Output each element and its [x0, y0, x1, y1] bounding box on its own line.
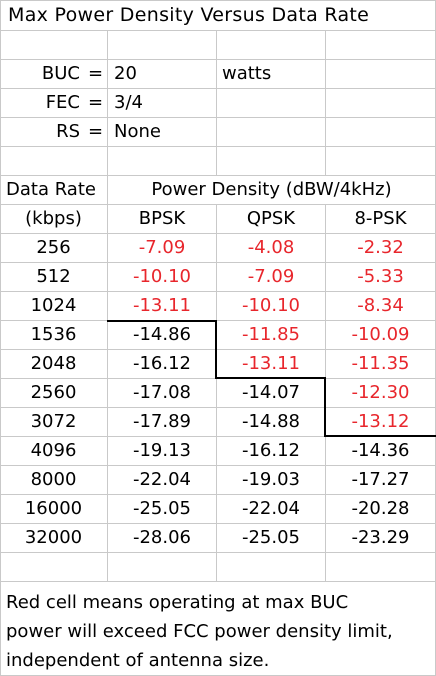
footnote-line: Red cell means operating at max BUC: [6, 592, 349, 613]
grid-line: [0, 465, 436, 466]
grid-line: [0, 523, 436, 524]
boundary-line: [107, 320, 217, 322]
cell-data-rate: 2560: [30, 382, 77, 403]
cell-bpsk: -7.09: [138, 237, 186, 258]
header-qpsk: QPSK: [246, 208, 296, 229]
cell-data-rate: 512: [36, 266, 71, 287]
param-value: 3/4: [114, 92, 143, 113]
param-equals: =: [88, 92, 104, 113]
boundary-line: [324, 435, 436, 437]
cell-qpsk: -10.10: [241, 295, 301, 316]
grid-line: [0, 552, 436, 553]
grid-line: [0, 262, 436, 263]
cell-8psk: -5.33: [357, 266, 404, 287]
grid-line: [0, 0, 1, 676]
cell-8psk: -17.27: [351, 469, 410, 490]
grid-line: [216, 204, 217, 581]
param-key: FEC: [45, 92, 80, 113]
cell-8psk: -12.30: [351, 382, 410, 403]
footnote-line: power will exceed FCC power density limi…: [6, 621, 393, 642]
grid-line: [0, 88, 436, 89]
cell-qpsk: -13.11: [241, 353, 301, 374]
grid-line: [0, 494, 436, 495]
param-unit: watts: [222, 63, 272, 84]
cell-data-rate: 32000: [24, 527, 83, 548]
cell-qpsk: -4.08: [247, 237, 295, 258]
footnote-line: independent of antenna size.: [6, 650, 270, 671]
cell-data-rate: 16000: [24, 498, 83, 519]
boundary-line: [324, 377, 326, 437]
cell-bpsk: -14.86: [132, 324, 192, 345]
cell-bpsk: -22.04: [132, 469, 192, 490]
cell-qpsk: -14.88: [241, 411, 301, 432]
cell-qpsk: -22.04: [241, 498, 301, 519]
cell-bpsk: -17.89: [132, 411, 192, 432]
param-value: 20: [114, 63, 137, 84]
cell-qpsk: -25.05: [241, 527, 301, 548]
cell-8psk: -23.29: [351, 527, 410, 548]
grid-line: [107, 30, 108, 581]
grid-line: [0, 436, 436, 437]
boundary-line: [215, 377, 326, 379]
cell-8psk: -11.35: [351, 353, 410, 374]
cell-8psk: -2.32: [357, 237, 404, 258]
cell-qpsk: -19.03: [241, 469, 301, 490]
grid-line: [216, 30, 217, 175]
boundary-line: [215, 320, 217, 379]
param-value: None: [114, 121, 161, 142]
cell-qpsk: -11.85: [241, 324, 301, 345]
grid-line: [0, 320, 436, 321]
cell-8psk: -20.28: [351, 498, 410, 519]
grid-line: [0, 117, 436, 118]
param-equals: =: [88, 63, 104, 84]
cell-8psk: -14.36: [351, 440, 410, 461]
cell-bpsk: -16.12: [132, 353, 192, 374]
grid-line: [325, 30, 326, 175]
grid-line: [0, 59, 436, 60]
cell-bpsk: -25.05: [132, 498, 192, 519]
grid-line: [0, 349, 436, 350]
grid-line: [0, 407, 436, 408]
cell-data-rate: 4096: [30, 440, 77, 461]
grid-line: [0, 30, 436, 31]
grid-line: [0, 581, 436, 582]
cell-bpsk: -28.06: [132, 527, 192, 548]
cell-bpsk: -19.13: [132, 440, 192, 461]
cell-bpsk: -10.10: [132, 266, 192, 287]
header-power-density: Power Density (dBW/4kHz): [151, 179, 392, 200]
cell-data-rate: 1024: [30, 295, 77, 316]
header-data-rate: Data Rate: [6, 179, 96, 200]
header-8psk: 8-PSK: [354, 208, 407, 229]
cell-qpsk: -16.12: [241, 440, 301, 461]
header-bpsk: BPSK: [138, 208, 186, 229]
header-rate-unit: (kbps): [25, 208, 82, 229]
cell-data-rate: 2048: [30, 353, 77, 374]
param-key: RS: [56, 121, 80, 142]
grid-line: [0, 146, 436, 147]
cell-data-rate: 8000: [30, 469, 77, 490]
grid-line: [0, 175, 436, 176]
grid-line: [0, 204, 436, 205]
grid-line: [0, 291, 436, 292]
cell-8psk: -8.34: [357, 295, 404, 316]
cell-data-rate: 256: [36, 237, 71, 258]
page-title: Max Power Density Versus Data Rate: [8, 4, 370, 26]
cell-qpsk: -14.07: [241, 382, 301, 403]
param-key: BUC: [41, 63, 80, 84]
cell-bpsk: -13.11: [132, 295, 192, 316]
cell-bpsk: -17.08: [132, 382, 192, 403]
grid-line: [0, 233, 436, 234]
param-equals: =: [88, 121, 104, 142]
cell-data-rate: 1536: [30, 324, 77, 345]
cell-data-rate: 3072: [30, 411, 77, 432]
cell-8psk: -10.09: [351, 324, 410, 345]
grid-line: [0, 0, 436, 1]
cell-qpsk: -7.09: [247, 266, 295, 287]
cell-8psk: -13.12: [351, 411, 410, 432]
